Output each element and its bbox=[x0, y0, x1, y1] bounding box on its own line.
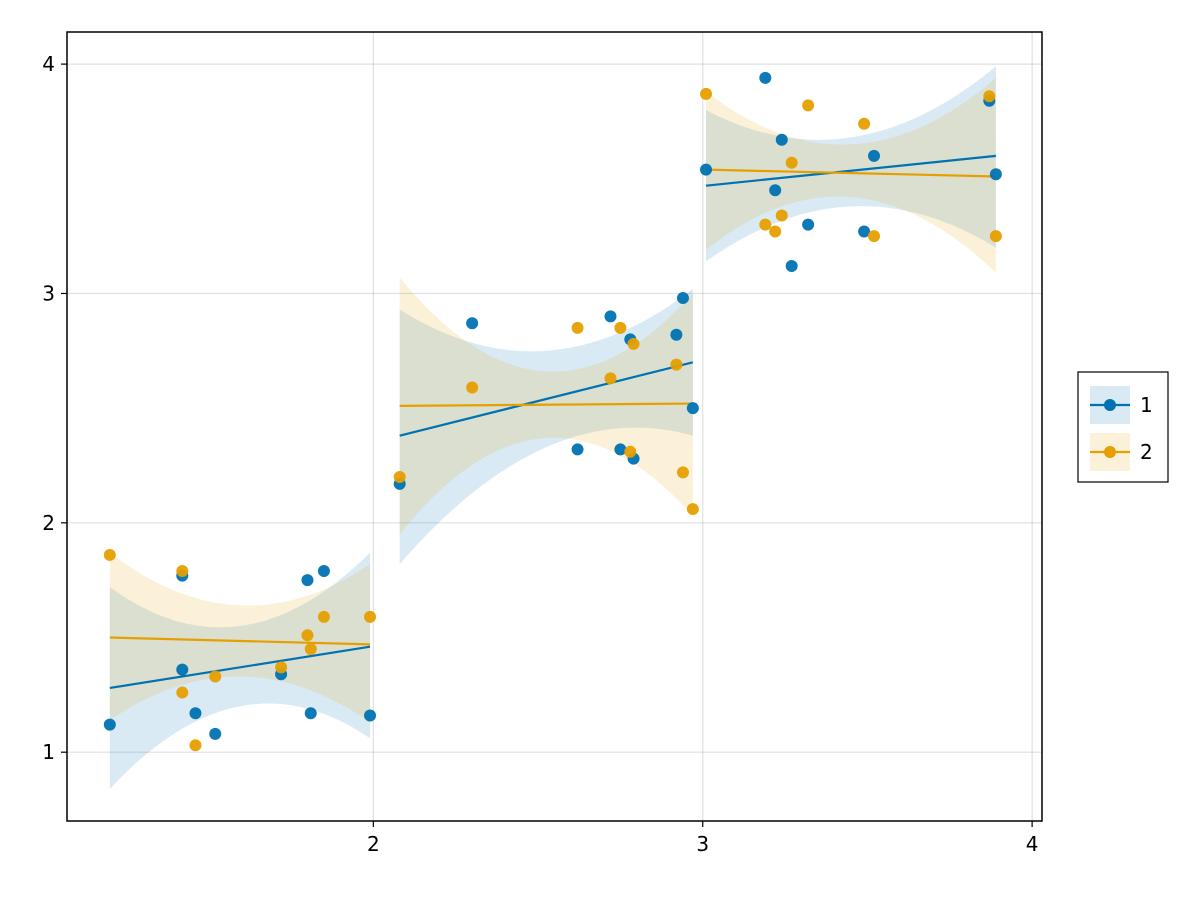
legend-swatch-marker bbox=[1104, 446, 1116, 458]
data-point-series-2 bbox=[676, 466, 689, 479]
data-point-series-1 bbox=[364, 709, 377, 722]
fit-lines bbox=[109, 154, 996, 690]
y-tick-label: 2 bbox=[42, 511, 55, 535]
data-point-series-2 bbox=[176, 686, 189, 699]
data-point-series-2 bbox=[775, 209, 788, 222]
fit-line-series-1 bbox=[399, 361, 694, 437]
legend: 12 bbox=[1077, 371, 1169, 483]
data-point-series-1 bbox=[686, 402, 699, 415]
fit-line-series-2 bbox=[705, 168, 996, 178]
data-point-series-1 bbox=[858, 225, 871, 238]
data-point-series-2 bbox=[317, 610, 330, 623]
data-point-series-1 bbox=[785, 259, 798, 272]
data-point-series-2 bbox=[393, 470, 406, 483]
data-points bbox=[103, 71, 1002, 752]
fit-line-series-1 bbox=[705, 154, 996, 187]
data-point-series-1 bbox=[802, 218, 815, 231]
data-point-series-1 bbox=[189, 707, 202, 720]
y-tick-label: 3 bbox=[42, 281, 55, 305]
data-point-series-2 bbox=[627, 337, 640, 350]
data-point-series-2 bbox=[364, 610, 377, 623]
data-point-series-1 bbox=[989, 168, 1002, 181]
data-point-series-2 bbox=[176, 564, 189, 577]
data-point-series-2 bbox=[785, 156, 798, 169]
data-point-series-1 bbox=[670, 328, 683, 341]
data-point-series-1 bbox=[868, 149, 881, 162]
data-point-series-1 bbox=[103, 718, 116, 731]
data-point-series-1 bbox=[700, 163, 713, 176]
data-point-series-2 bbox=[275, 661, 288, 674]
data-point-series-2 bbox=[700, 87, 713, 100]
data-point-series-1 bbox=[614, 443, 627, 456]
x-tick-label: 3 bbox=[696, 832, 709, 856]
plot-background bbox=[67, 32, 1042, 821]
data-point-series-2 bbox=[983, 90, 996, 103]
confidence-band-series-2 bbox=[706, 77, 996, 273]
x-tick-label: 2 bbox=[367, 832, 380, 856]
data-point-series-2 bbox=[189, 739, 202, 752]
legend-item-series-1: 1 bbox=[1090, 386, 1153, 424]
data-point-series-2 bbox=[614, 321, 627, 334]
data-point-series-2 bbox=[769, 225, 782, 238]
data-point-series-1 bbox=[176, 663, 189, 676]
data-point-series-1 bbox=[769, 184, 782, 197]
data-point-series-2 bbox=[624, 445, 637, 458]
data-point-series-1 bbox=[317, 564, 330, 577]
legend-label: 1 bbox=[1140, 393, 1153, 417]
data-point-series-2 bbox=[301, 629, 314, 642]
confidence-band-series-1 bbox=[399, 288, 693, 565]
confidence-band-series-1 bbox=[109, 552, 371, 789]
y-tick-label: 1 bbox=[42, 740, 55, 764]
data-point-series-2 bbox=[209, 670, 222, 683]
data-point-series-1 bbox=[759, 71, 772, 84]
confidence-band-series-2 bbox=[399, 277, 693, 535]
data-point-series-2 bbox=[571, 321, 584, 334]
data-point-series-1 bbox=[676, 292, 689, 305]
legend-item-series-2: 2 bbox=[1090, 433, 1153, 471]
data-point-series-2 bbox=[868, 230, 881, 243]
data-point-series-2 bbox=[466, 381, 479, 394]
plot-frame bbox=[66, 31, 1043, 822]
x-axis-ticks: 2 3 4 bbox=[367, 821, 1039, 856]
data-point-series-2 bbox=[858, 117, 871, 130]
confidence-band-series-2 bbox=[109, 552, 371, 723]
grid bbox=[67, 32, 1042, 821]
data-point-series-1 bbox=[209, 727, 222, 740]
legend-swatch-marker bbox=[1104, 399, 1116, 411]
data-point-series-2 bbox=[989, 230, 1002, 243]
data-point-series-2 bbox=[670, 358, 683, 371]
legend-label: 2 bbox=[1140, 440, 1153, 464]
fit-line-series-1 bbox=[109, 645, 371, 690]
x-tick-label: 4 bbox=[1026, 832, 1039, 856]
data-point-series-1 bbox=[604, 310, 617, 323]
fit-line-series-2 bbox=[399, 402, 693, 407]
fit-line-series-2 bbox=[109, 636, 371, 646]
data-point-series-1 bbox=[571, 443, 584, 456]
y-tick-label: 4 bbox=[42, 52, 55, 76]
data-point-series-1 bbox=[466, 317, 479, 330]
data-point-series-2 bbox=[103, 548, 116, 561]
y-axis-ticks: 1 2 3 4 bbox=[42, 52, 67, 764]
legend-box bbox=[1077, 371, 1169, 483]
data-point-series-2 bbox=[686, 503, 699, 516]
data-point-series-2 bbox=[759, 218, 772, 231]
data-point-series-1 bbox=[304, 707, 317, 720]
data-point-series-1 bbox=[775, 133, 788, 146]
data-point-series-2 bbox=[802, 99, 815, 112]
data-point-series-2 bbox=[304, 642, 317, 655]
data-point-series-2 bbox=[604, 372, 617, 385]
data-point-series-1 bbox=[301, 574, 314, 587]
